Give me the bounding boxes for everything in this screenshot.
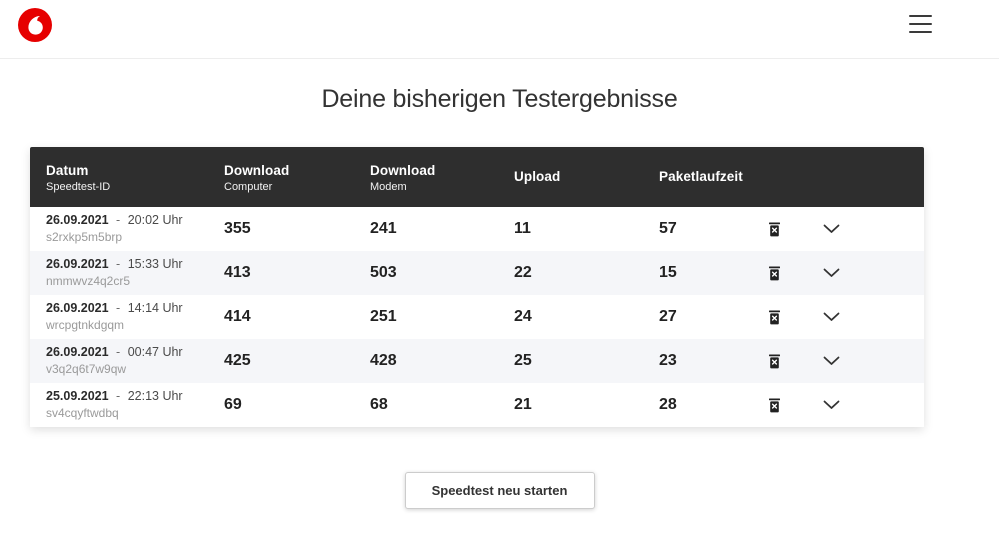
cell-date: 26.09.2021 - 14:14 Uhr wrcpgtnkdgqm [46, 301, 224, 333]
chevron-down-icon [823, 356, 839, 365]
chevron-down-icon [823, 312, 839, 321]
cell-upload: 24 [514, 308, 532, 325]
delete-result-button[interactable] [754, 339, 794, 383]
table-row: 26.09.2021 - 14:14 Uhr wrcpgtnkdgqm 414 … [30, 295, 924, 339]
test-time: 22:13 Uhr [127, 389, 183, 403]
cell-upload: 21 [514, 396, 532, 413]
date-time-separator: - [116, 345, 121, 359]
cell-download-computer: 355 [224, 220, 251, 237]
hamburger-menu-icon[interactable] [909, 14, 932, 34]
cell-paketlaufzeit: 15 [659, 264, 677, 281]
cell-date: 25.09.2021 - 22:13 Uhr sv4cqyftwdbq [46, 389, 224, 421]
cell-download-computer: 69 [224, 396, 242, 413]
speedtest-id: sv4cqyftwdbq [46, 406, 119, 420]
date-time-separator: - [116, 389, 121, 403]
expand-result-button[interactable] [794, 251, 868, 295]
cell-date: 26.09.2021 - 15:33 Uhr nmmwvz4q2cr5 [46, 257, 224, 289]
expand-result-button[interactable] [794, 207, 868, 251]
table-row: 25.09.2021 - 22:13 Uhr sv4cqyftwdbq 69 6… [30, 383, 924, 427]
column-header-download-computer: Download Computer [224, 163, 290, 193]
cell-download-modem: 68 [370, 396, 388, 413]
cell-paketlaufzeit: 57 [659, 220, 677, 237]
expand-result-button[interactable] [794, 383, 868, 427]
results-table: Datum Speedtest-ID Download Computer Dow… [30, 147, 924, 427]
delete-result-button[interactable] [754, 383, 794, 427]
table-row: 26.09.2021 - 00:47 Uhr v3q2q6t7w9qw 425 … [30, 339, 924, 383]
cell-download-modem: 251 [370, 308, 397, 325]
cell-paketlaufzeit: 27 [659, 308, 677, 325]
speedtest-id: s2rxkp5m5brp [46, 230, 123, 244]
trash-icon [768, 266, 780, 280]
test-date: 26.09.2021 [46, 213, 109, 227]
delete-result-button[interactable] [754, 207, 794, 251]
cell-download-modem: 428 [370, 352, 397, 369]
cell-download-modem: 241 [370, 220, 397, 237]
cell-paketlaufzeit: 23 [659, 352, 677, 369]
table-row: 26.09.2021 - 15:33 Uhr nmmwvz4q2cr5 413 … [30, 251, 924, 295]
table-row: 26.09.2021 - 20:02 Uhr s2rxkp5m5brp 355 … [30, 207, 924, 251]
page-title: Deine bisherigen Testergebnisse [321, 85, 678, 113]
test-time: 14:14 Uhr [127, 301, 183, 315]
date-time-separator: - [116, 257, 121, 271]
chevron-down-icon [823, 268, 839, 277]
cell-upload: 22 [514, 264, 532, 281]
cell-date: 26.09.2021 - 00:47 Uhr v3q2q6t7w9qw [46, 345, 224, 377]
chevron-down-icon [823, 400, 839, 409]
expand-result-button[interactable] [794, 295, 868, 339]
restart-button-container: Speedtest neu starten [0, 472, 999, 509]
vodafone-logo-icon[interactable] [17, 7, 53, 43]
test-time: 15:33 Uhr [127, 257, 183, 271]
cell-upload: 11 [514, 220, 531, 237]
trash-icon [768, 310, 780, 324]
table-header-row: Datum Speedtest-ID Download Computer Dow… [30, 147, 924, 207]
date-time-separator: - [116, 213, 121, 227]
chevron-down-icon [823, 224, 839, 233]
column-header-download-modem: Download Modem [370, 163, 436, 193]
column-header-paketlaufzeit: Paketlaufzeit [659, 169, 743, 184]
test-date: 26.09.2021 [46, 301, 109, 315]
cell-date: 26.09.2021 - 20:02 Uhr s2rxkp5m5brp [46, 213, 224, 245]
expand-result-button[interactable] [794, 339, 868, 383]
restart-speedtest-button[interactable]: Speedtest neu starten [404, 472, 595, 509]
trash-icon [768, 354, 780, 368]
test-date: 26.09.2021 [46, 257, 109, 271]
column-header-upload: Upload [514, 169, 561, 184]
trash-icon [768, 398, 780, 412]
cell-paketlaufzeit: 28 [659, 396, 677, 413]
cell-download-computer: 425 [224, 352, 251, 369]
speedtest-id: wrcpgtnkdgqm [46, 318, 125, 332]
column-header-datum: Datum Speedtest-ID [46, 163, 111, 193]
test-time: 00:47 Uhr [127, 345, 183, 359]
cell-download-computer: 414 [224, 308, 251, 325]
test-time: 20:02 Uhr [127, 213, 183, 227]
speedtest-id: v3q2q6t7w9qw [46, 362, 127, 376]
test-date: 25.09.2021 [46, 389, 109, 403]
cell-upload: 25 [514, 352, 532, 369]
delete-result-button[interactable] [754, 295, 794, 339]
cell-download-modem: 503 [370, 264, 397, 281]
trash-icon [768, 222, 780, 236]
date-time-separator: - [116, 301, 121, 315]
table-body: 26.09.2021 - 20:02 Uhr s2rxkp5m5brp 355 … [30, 207, 924, 427]
speedtest-id: nmmwvz4q2cr5 [46, 274, 131, 288]
top-bar [0, 0, 999, 59]
cell-download-computer: 413 [224, 264, 251, 281]
delete-result-button[interactable] [754, 251, 794, 295]
test-date: 26.09.2021 [46, 345, 109, 359]
